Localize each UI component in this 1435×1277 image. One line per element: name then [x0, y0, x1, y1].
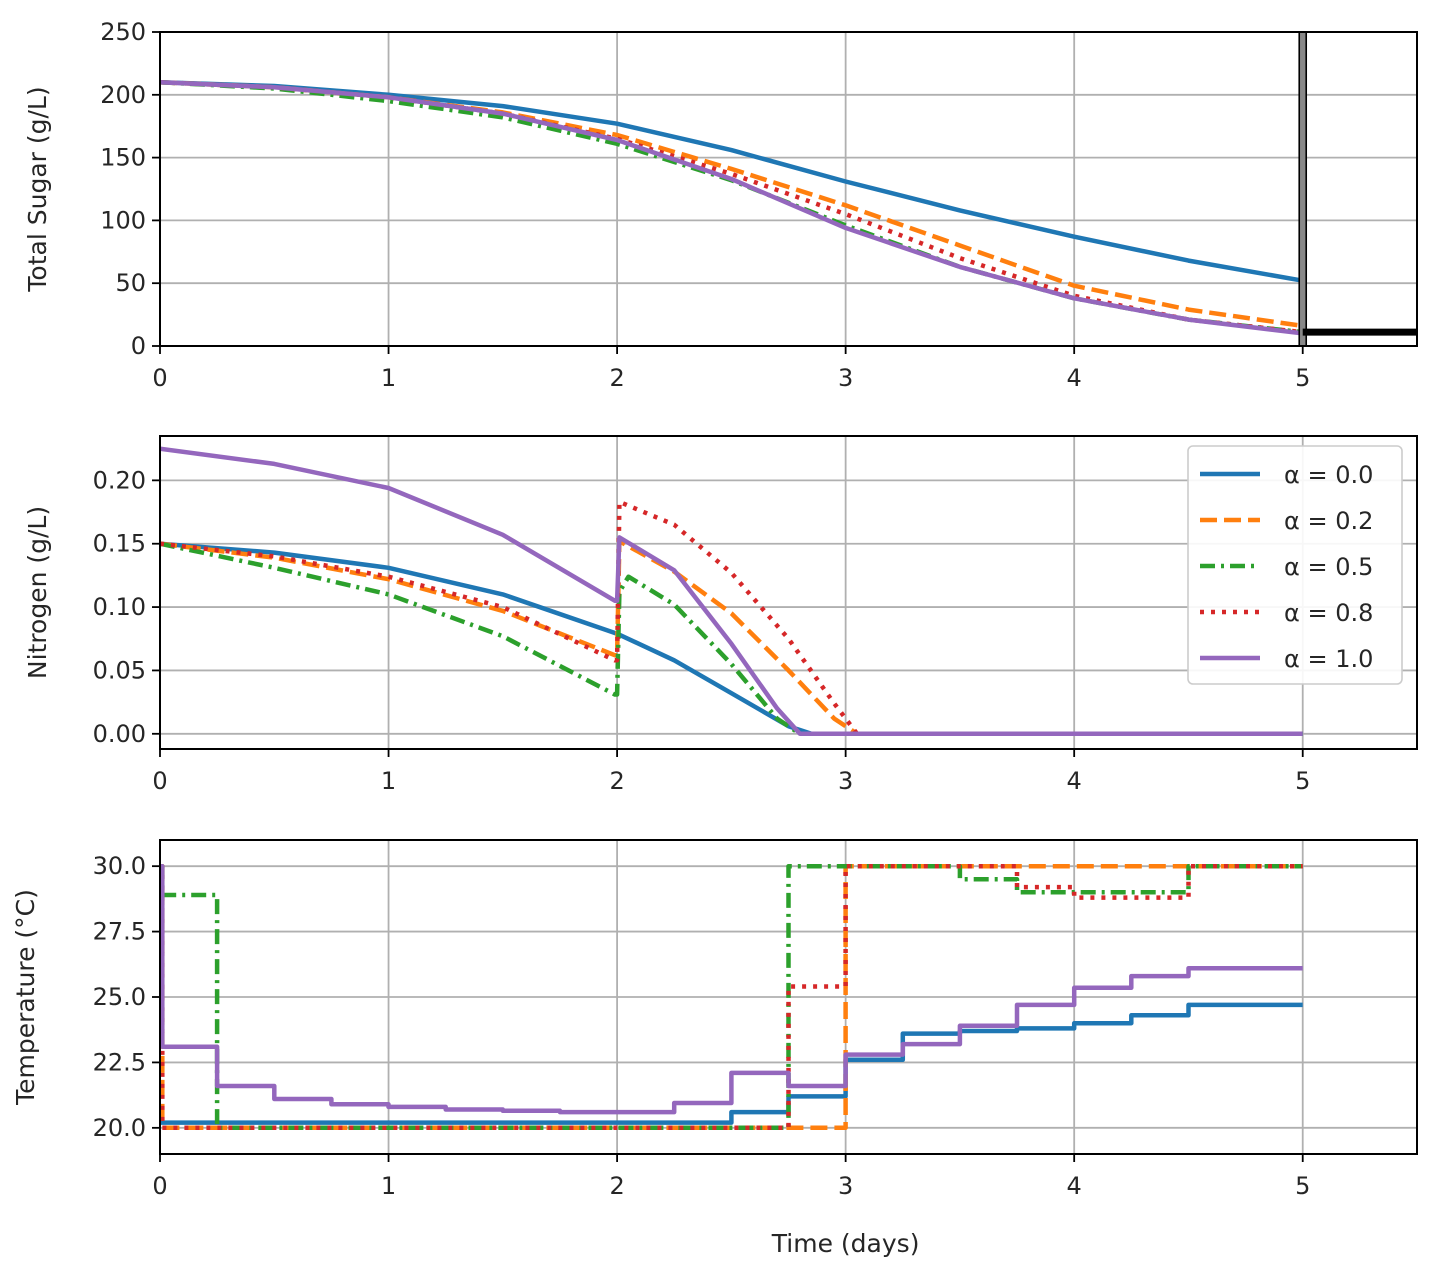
y-tick-label: 22.5	[93, 1048, 146, 1076]
series-line-nitrogen-4	[160, 446, 1303, 737]
nitrogen-series	[160, 446, 1303, 737]
series-line-sugar-1	[160, 79, 1304, 329]
legend: α = 0.0 α = 0.2 α = 0.5 α = 0.8 α = 1.0	[1187, 445, 1403, 685]
x-tick-label: 3	[838, 767, 853, 795]
y-tick-label: 27.5	[93, 918, 146, 946]
legend-label: α = 0.0	[1284, 461, 1373, 489]
y-tick-label: 150	[100, 144, 146, 172]
y-tick-label: 200	[100, 81, 146, 109]
series-line-nitrogen-1	[160, 538, 1303, 737]
y-tick-label: 50	[115, 269, 146, 297]
sugar-series	[160, 79, 1304, 336]
legend-label: α = 0.2	[1284, 507, 1373, 535]
series-line-temperature-0	[160, 1002, 1303, 1125]
y-tick-label: 20.0	[93, 1114, 146, 1142]
temperature-x-axis-label: Time (days)	[771, 1229, 920, 1258]
x-tick-label: 0	[152, 767, 167, 795]
x-tick-label: 2	[609, 364, 624, 392]
x-tick-label: 0	[152, 364, 167, 392]
temperature-series	[160, 863, 1303, 1131]
x-tick-label: 5	[1295, 1172, 1310, 1200]
y-tick-label: 100	[100, 206, 146, 234]
y-tick-label: 0.00	[93, 720, 146, 748]
legend-label: α = 1.0	[1284, 645, 1373, 673]
series-line-nitrogen-2	[160, 541, 1303, 737]
x-tick-label: 1	[381, 767, 396, 795]
end-marker-bar	[1298, 31, 1308, 347]
nitrogen-y-axis-label: Nitrogen (g/L)	[23, 506, 52, 679]
x-tick-label: 0	[152, 1172, 167, 1200]
x-tick-label: 1	[381, 1172, 396, 1200]
x-tick-label: 1	[381, 364, 396, 392]
series-line-sugar-4	[160, 79, 1303, 336]
nitrogen-panel: 0 1 2 3 4 5 0.00 0.05 0.10 0.15 0.20 Nitrogen (g/L)…	[23, 435, 1418, 795]
sugar-y-axis-label: Total Sugar (g/L)	[23, 86, 52, 292]
series-line-temperature-1	[160, 863, 1303, 1131]
series-line-nitrogen-0	[160, 541, 1303, 737]
legend-label: α = 0.8	[1284, 599, 1373, 627]
x-tick-label: 4	[1067, 364, 1082, 392]
x-tick-label: 4	[1067, 1172, 1082, 1200]
y-tick-label: 0	[131, 332, 146, 360]
series-line-sugar-3	[160, 79, 1303, 335]
x-tick-label: 2	[609, 1172, 624, 1200]
x-tick-label: 3	[838, 364, 853, 392]
x-tick-label: 4	[1067, 767, 1082, 795]
series-line-temperature-3	[160, 863, 1303, 1131]
y-tick-label: 0.10	[93, 593, 146, 621]
x-tick-label: 2	[609, 767, 624, 795]
y-tick-label: 250	[100, 18, 146, 46]
y-tick-label: 0.15	[93, 530, 146, 558]
x-tick-label: 5	[1295, 767, 1310, 795]
y-tick-label: 30.0	[93, 852, 146, 880]
legend-label: α = 0.5	[1284, 553, 1373, 581]
temperature-panel: 0 1 2 3 4 5 20.0 22.5 25.0 27.5 30.0 Temperature (°…	[11, 839, 1418, 1258]
nitrogen-frame	[159, 435, 1418, 750]
legend-box	[1187, 445, 1403, 685]
y-tick-label: 0.20	[93, 466, 146, 494]
sugar-frame	[159, 31, 1418, 347]
series-line-sugar-2	[160, 79, 1303, 335]
x-tick-label: 3	[838, 1172, 853, 1200]
temperature-y-axis-label: Temperature (°C)	[11, 889, 40, 1106]
x-tick-label: 5	[1295, 364, 1310, 392]
series-line-temperature-2	[160, 863, 1303, 1131]
y-tick-label: 25.0	[93, 983, 146, 1011]
y-tick-label: 0.05	[93, 656, 146, 684]
series-line-nitrogen-3	[160, 499, 1303, 737]
series-line-temperature-4	[160, 863, 1303, 1115]
